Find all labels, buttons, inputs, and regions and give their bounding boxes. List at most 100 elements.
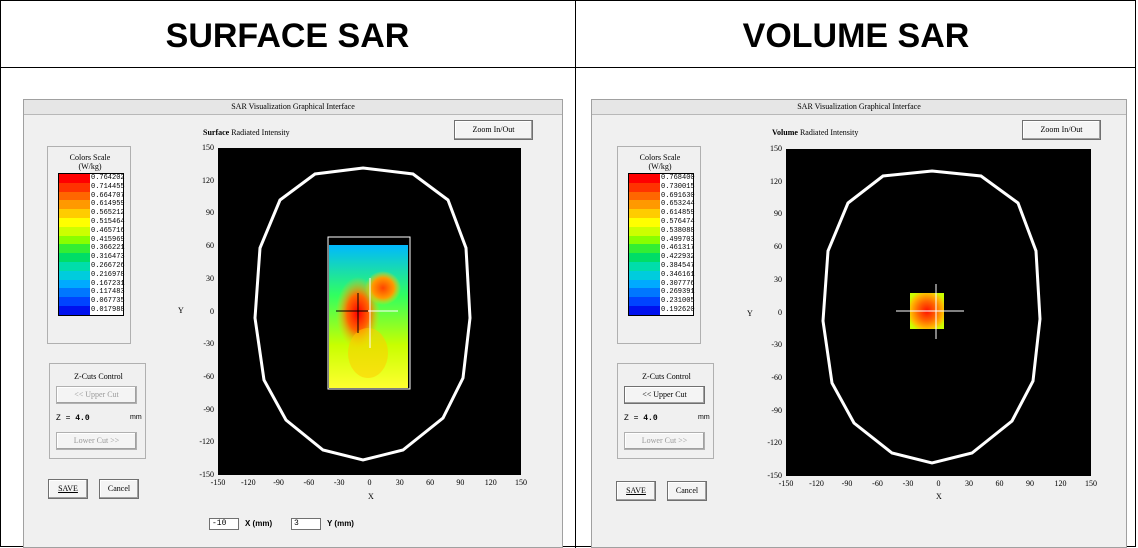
color-swatch [629, 253, 660, 262]
surface-colors-scale: Colors Scale (W/kg) 0.764202 0.714455 0.664… [47, 146, 131, 344]
colors-scale-row: 0.714455 [59, 182, 125, 192]
x-tick-label: -150 [778, 479, 794, 488]
color-scale-value: 0.384547 [661, 261, 695, 270]
volume-zcuts-panel: Z-Cuts Control << Upper Cut Z = 4.0 mm L… [617, 363, 714, 459]
upper-cut-button[interactable]: << Upper Cut [56, 386, 137, 404]
cancel-button[interactable]: Cancel [99, 479, 139, 499]
x-tick-label: -30 [902, 479, 914, 488]
color-swatch [59, 288, 90, 298]
z-unit: mm [698, 414, 710, 421]
color-scale-value: 0.614959 [91, 200, 125, 209]
zoom-button[interactable]: Zoom In/Out [1022, 120, 1101, 140]
zcuts-title: Z-Cuts Control [642, 372, 691, 381]
color-swatch [629, 217, 660, 227]
color-scale-value: 0.422932 [661, 253, 695, 262]
y-tick-label: -30 [771, 340, 782, 350]
x-tick-label: -120 [809, 479, 824, 488]
z-value: 4.0 [75, 414, 90, 423]
color-scale-value: 0.192620 [661, 305, 695, 314]
color-swatch [59, 279, 90, 289]
head-outline [821, 169, 1042, 465]
colors-scale-row: 0.117483 [59, 288, 125, 298]
y-tick-label: -30 [203, 339, 214, 349]
color-scale-value: 0.231005 [661, 297, 695, 306]
colors-scale-row: 0.167231 [59, 279, 125, 289]
y-axis-label: Y [747, 309, 753, 318]
color-swatch [629, 297, 660, 306]
surface-zcuts-panel: Z-Cuts Control << Upper Cut Z = 4.0 mm L… [49, 363, 146, 459]
x-coord-input[interactable]: -10 [209, 518, 239, 530]
y-tick-label: -90 [771, 405, 782, 415]
color-scale-value: 0.067735 [91, 297, 125, 306]
color-swatch [629, 261, 660, 271]
x-tick-label: 30 [395, 478, 404, 487]
x-tick-label: 60 [995, 479, 1004, 488]
color-scale-value: 0.691630 [661, 191, 695, 200]
color-scale-value: 0.576474 [661, 217, 695, 226]
cancel-button[interactable]: Cancel [667, 481, 707, 501]
save-button[interactable]: SAVE [616, 481, 656, 501]
colors-scale-row: 0.538088 [629, 226, 695, 236]
y-tick-label: -60 [203, 371, 214, 381]
colors-scale-row: 0.653244 [629, 200, 695, 210]
color-swatch [59, 244, 90, 254]
colors-scale-unit: (W/kg) [78, 162, 102, 171]
zoom-button[interactable]: Zoom In/Out [454, 120, 533, 140]
y-tick-label: 90 [774, 209, 782, 219]
volume-plot-svg [821, 169, 1042, 465]
colors-scale-title: Colors Scale (W/kg) [48, 153, 132, 171]
color-swatch [59, 217, 90, 227]
colors-scale-row: 0.515464 [59, 217, 125, 227]
color-scale-value: 0.538088 [661, 226, 695, 235]
colors-scale-row: 0.576474 [629, 217, 695, 227]
color-scale-value: 0.565212 [91, 209, 125, 218]
y-coord-label: Y (mm) [327, 519, 354, 528]
color-scale-value: 0.316473 [91, 253, 125, 262]
color-swatch [59, 297, 90, 306]
colors-scale-label: Colors Scale [639, 153, 681, 162]
save-button[interactable]: SAVE [48, 479, 88, 499]
x-axis-label: X [936, 492, 942, 501]
volume-colors-scale: Colors Scale (W/kg) 0.768400 0.730015 0.691… [617, 146, 701, 344]
x-tick-label: 150 [515, 478, 527, 487]
sar-region-frame [327, 236, 411, 390]
colors-scale-list: 0.768400 0.730015 0.691630 0.653244 0.614859… [628, 173, 695, 316]
y-tick-label: 60 [774, 242, 782, 252]
colors-scale-row: 0.565212 [59, 209, 125, 218]
colors-scale-row: 0.465716 [59, 226, 125, 236]
colors-scale-row: 0.730015 [629, 182, 695, 192]
color-scale-value: 0.515464 [91, 217, 125, 226]
y-coord-input[interactable]: 3 [291, 518, 321, 530]
colors-scale-row: 0.768400 [629, 174, 695, 183]
plot-title-rest: Radiated Intensity [231, 128, 290, 137]
y-axis-label: Y [178, 306, 184, 315]
lower-cut-button[interactable]: Lower Cut >> [624, 432, 705, 450]
colors-scale-row: 0.192620 [629, 305, 695, 315]
x-tick-label: 150 [1085, 479, 1097, 488]
y-tick-label: 0 [210, 306, 214, 316]
y-tick-label: -150 [767, 471, 782, 480]
y-tick-label: 60 [206, 241, 214, 251]
color-swatch [629, 279, 660, 289]
color-swatch [59, 182, 90, 192]
upper-cut-button[interactable]: << Upper Cut [624, 386, 705, 404]
y-tick-label: 90 [206, 208, 214, 218]
color-scale-value: 0.117483 [91, 288, 125, 297]
colors-scale-row: 0.499703 [629, 235, 695, 245]
x-coord-label: X (mm) [245, 519, 273, 528]
volume-plot-area[interactable] [786, 149, 1091, 476]
color-swatch [629, 244, 660, 254]
color-swatch [629, 200, 660, 210]
y-tick-label: 30 [774, 274, 782, 284]
lower-cut-button[interactable]: Lower Cut >> [56, 432, 137, 450]
z-readout: Z = 4.0 [624, 414, 658, 423]
y-tick-label: 30 [206, 273, 214, 283]
color-scale-value: 0.346161 [661, 270, 695, 279]
color-swatch [59, 200, 90, 210]
colors-scale-list: 0.764202 0.714455 0.664707 0.614959 0.565212… [58, 173, 125, 316]
head-outline [253, 166, 472, 462]
surface-plot-area[interactable] [218, 148, 521, 475]
color-swatch [629, 209, 660, 218]
plot-title-bold: Volume [772, 128, 798, 137]
z-value: 4.0 [643, 414, 658, 423]
